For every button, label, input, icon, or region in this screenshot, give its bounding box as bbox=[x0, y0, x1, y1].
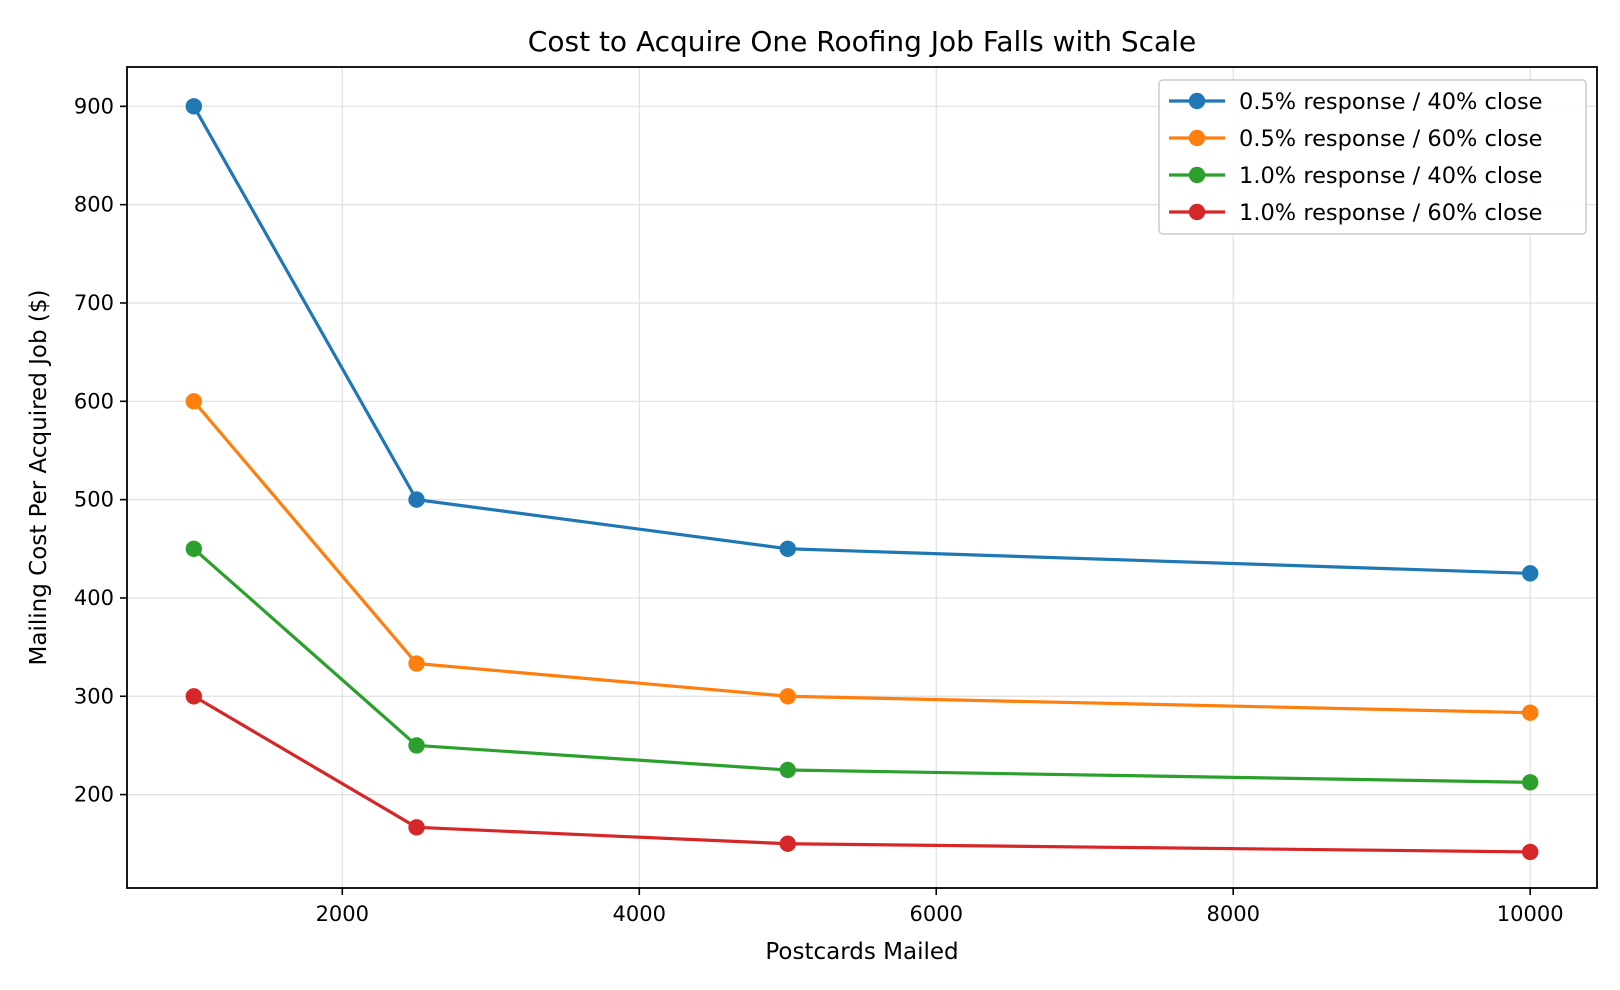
data-point bbox=[1521, 843, 1539, 861]
series-4 bbox=[185, 688, 1539, 861]
legend-item: 0.5% response / 40% close bbox=[1169, 89, 1543, 115]
data-point bbox=[408, 491, 425, 508]
data-point bbox=[1521, 565, 1539, 582]
y-tick-label: 800 bbox=[74, 193, 114, 217]
legend-label: 1.0% response / 40% close bbox=[1239, 163, 1543, 189]
legend-marker bbox=[1188, 203, 1206, 221]
y-tick-label: 600 bbox=[74, 389, 114, 413]
y-tick-label: 300 bbox=[74, 684, 114, 708]
plot-frame bbox=[126, 66, 1598, 889]
ticks: 2000 4000 6000 8000 10000 200 300 400 500 600 700 8… bbox=[74, 94, 1564, 926]
legend-box bbox=[1158, 79, 1587, 235]
legend-label: 0.5% response / 60% close bbox=[1239, 126, 1543, 152]
data-point bbox=[1521, 704, 1539, 721]
data-point bbox=[779, 761, 796, 779]
legend: 0.5% response / 40% close 0.5% response /… bbox=[1158, 79, 1587, 235]
x-tick-label: 2000 bbox=[316, 902, 369, 926]
x-tick-label: 10000 bbox=[1497, 902, 1564, 926]
data-point bbox=[185, 98, 203, 115]
legend-marker bbox=[1188, 129, 1206, 147]
legend-marker bbox=[1188, 92, 1206, 110]
y-tick-label: 500 bbox=[74, 488, 114, 512]
data-point bbox=[408, 819, 425, 836]
legend-item: 0.5% response / 60% close bbox=[1169, 126, 1543, 152]
series-line bbox=[192, 105, 1531, 575]
series-line bbox=[192, 400, 1531, 715]
series-3 bbox=[185, 540, 1539, 791]
series-1 bbox=[185, 98, 1539, 582]
chart-title: Cost to Acquire One Roofing Job Falls wi… bbox=[528, 25, 1196, 58]
x-tick-label: 8000 bbox=[1206, 902, 1259, 926]
series-layer bbox=[185, 98, 1539, 861]
data-point bbox=[185, 393, 203, 410]
data-point bbox=[408, 737, 425, 754]
data-point bbox=[779, 835, 796, 852]
data-point bbox=[1521, 774, 1539, 791]
data-point bbox=[779, 540, 796, 557]
x-tick-label: 4000 bbox=[613, 902, 666, 926]
data-point bbox=[779, 688, 796, 705]
legend-item: 1.0% response / 40% close bbox=[1169, 163, 1543, 189]
y-axis-label: Mailing Cost Per Acquired Job ($) bbox=[26, 290, 52, 666]
legend-marker bbox=[1188, 166, 1206, 184]
legend-label: 0.5% response / 40% close bbox=[1239, 89, 1543, 115]
series-2 bbox=[185, 393, 1539, 721]
y-tick-label: 700 bbox=[74, 291, 114, 315]
legend-item: 1.0% response / 60% close bbox=[1169, 200, 1543, 226]
data-point bbox=[185, 540, 203, 557]
series-line bbox=[192, 547, 1531, 784]
data-point bbox=[408, 655, 425, 672]
y-tick-label: 200 bbox=[74, 783, 114, 807]
series-line bbox=[193, 694, 1531, 854]
y-tick-label: 400 bbox=[74, 586, 114, 610]
legend-label: 1.0% response / 60% close bbox=[1239, 200, 1543, 226]
x-tick-label: 6000 bbox=[910, 902, 963, 926]
data-point bbox=[185, 688, 203, 705]
x-axis-label: Postcards Mailed bbox=[765, 939, 958, 965]
y-tick-label: 900 bbox=[74, 94, 114, 118]
